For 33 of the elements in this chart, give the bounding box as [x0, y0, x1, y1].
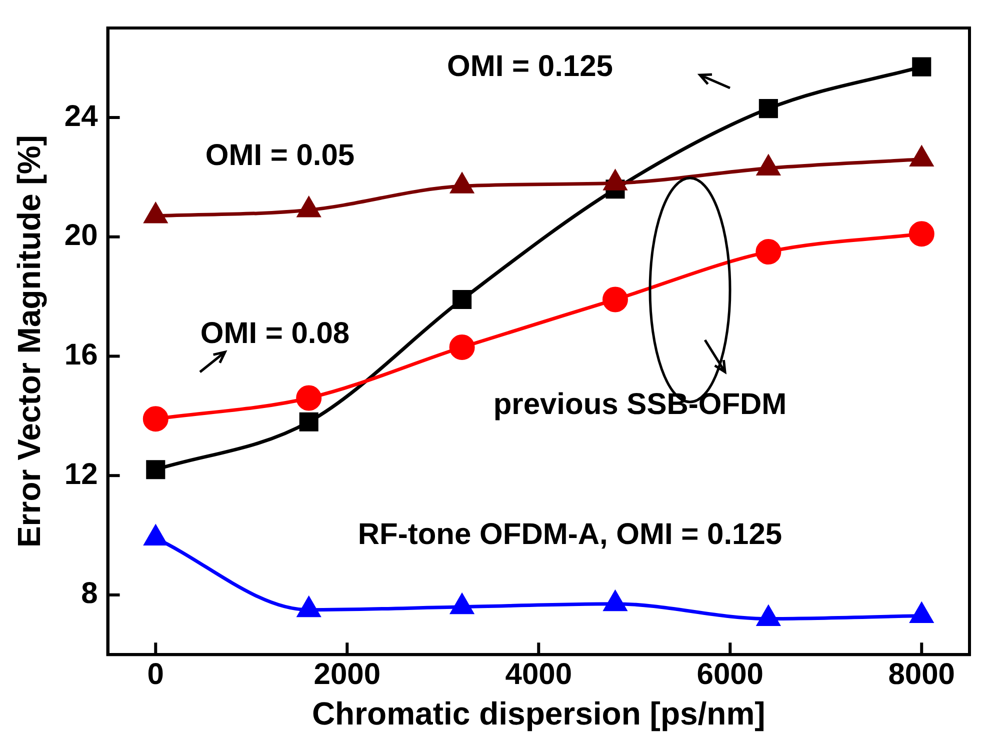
annotation: OMI = 0.05 — [205, 139, 355, 172]
y-axis-title: Error Vector Magnitude [%] — [11, 135, 48, 548]
x-tick-label: 2000 — [314, 658, 381, 691]
annotation: previous SSB-OFDM — [493, 388, 787, 421]
x-axis-title: Chromatic dispersion [ps/nm] — [312, 696, 766, 732]
point — [452, 290, 472, 310]
annotation: OMI = 0.08 — [200, 317, 350, 350]
point — [450, 594, 474, 614]
point — [757, 606, 780, 626]
x-tick-label: 0 — [147, 658, 164, 691]
point — [910, 603, 933, 624]
y-tick-label: 12 — [64, 458, 98, 491]
point — [912, 57, 932, 76]
point — [298, 597, 320, 618]
y-tick-label: 24 — [64, 100, 98, 133]
x-tick-label: 4000 — [505, 658, 572, 691]
x-tick-label: 8000 — [888, 658, 955, 691]
annotation: RF-tone OFDM-A, OMI = 0.125 — [358, 518, 782, 551]
point — [756, 239, 782, 265]
point — [602, 286, 628, 312]
y-tick-label: 20 — [64, 219, 98, 252]
point — [296, 385, 322, 411]
point — [299, 412, 318, 432]
point — [142, 406, 168, 432]
annotation: OMI = 0.125 — [447, 50, 613, 83]
y-tick-label: 8 — [81, 577, 98, 610]
point — [908, 221, 934, 247]
y-tick-label: 16 — [64, 338, 98, 372]
point — [604, 591, 627, 612]
point — [758, 99, 778, 118]
x-tick-label: 6000 — [696, 658, 764, 691]
point — [449, 334, 475, 360]
point — [144, 525, 167, 546]
